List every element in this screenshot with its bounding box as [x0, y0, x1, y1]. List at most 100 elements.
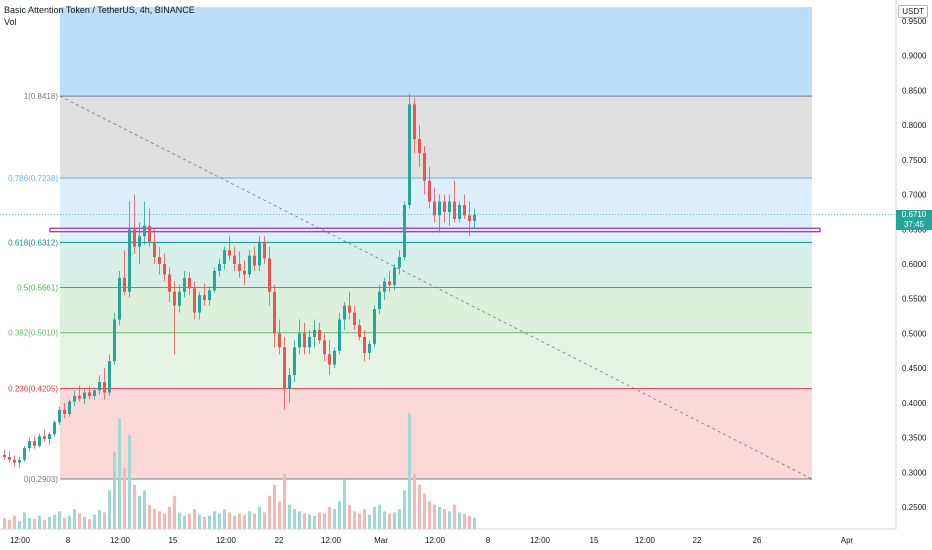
volume-bar	[178, 512, 181, 529]
candle-body	[463, 204, 466, 216]
candle-body	[223, 250, 226, 264]
candle-body	[93, 390, 96, 396]
volume-bar	[188, 513, 191, 529]
volume-bar	[153, 509, 156, 529]
price-axis-tick-label: 0.7000	[902, 191, 927, 200]
volume-bar	[28, 517, 31, 529]
candle-body	[343, 305, 346, 320]
volume-bar	[433, 504, 436, 529]
volume-bar	[198, 514, 201, 529]
volume-bar	[468, 515, 471, 529]
candle-body	[178, 291, 181, 306]
candle-body	[238, 264, 241, 271]
candle-body	[363, 336, 366, 353]
candle-body	[193, 288, 196, 313]
current-price-value: 0.6710	[901, 209, 927, 219]
volume-bar	[168, 506, 171, 529]
volume-bar	[473, 517, 476, 529]
time-axis-tick-label: 12:00	[216, 536, 237, 545]
volume-bar	[133, 484, 136, 529]
currency-badge[interactable]: USDT	[898, 5, 928, 18]
candle-body	[13, 459, 16, 463]
candle-body	[58, 409, 61, 423]
volume-bar	[308, 514, 311, 529]
volume-bar	[318, 512, 321, 529]
time-axis-tick-label: 12:00	[425, 536, 446, 545]
candle-body	[443, 201, 446, 212]
candle-body	[108, 361, 111, 393]
candle-body	[313, 329, 316, 337]
resistance-band[interactable]	[49, 227, 821, 233]
candle-body	[103, 382, 106, 393]
candle-body	[98, 382, 101, 391]
candle-body	[133, 229, 136, 247]
candle-body	[253, 255, 256, 266]
candle-body	[163, 264, 166, 275]
candle-body	[143, 225, 146, 237]
volume-bar	[418, 484, 421, 529]
candle-body	[303, 333, 306, 348]
volume-bar	[268, 495, 271, 529]
volume-bar	[18, 521, 21, 529]
time-axis-tick-label: 8	[66, 536, 71, 545]
fib-zone-6	[60, 388, 812, 480]
candle-body	[23, 447, 26, 460]
volume-bar	[403, 490, 406, 529]
candle-body	[458, 204, 461, 219]
candle-body	[378, 291, 381, 310]
current-price-tag: 0.6710 37:45	[896, 209, 932, 230]
volume-bar	[393, 512, 396, 529]
volume-bar	[358, 513, 361, 529]
volume-bar	[43, 520, 46, 529]
volume-bar	[148, 504, 151, 529]
volume-bar	[378, 504, 381, 529]
candle-body	[383, 281, 386, 292]
trendline[interactable]	[59, 95, 813, 480]
volume-bar	[263, 512, 266, 529]
candle-body	[123, 277, 126, 292]
candle-body	[128, 229, 131, 292]
time-axis-tick-label: 22	[693, 536, 702, 545]
time-axis-tick-label: 15	[590, 536, 599, 545]
time-axis-tick-label: 22	[275, 536, 284, 545]
candle-body	[278, 333, 281, 348]
fib-level-label: 0(0.2903)	[24, 475, 59, 484]
candle-body	[368, 343, 371, 353]
time-axis-tick-label: 12:00	[635, 536, 656, 545]
volume-bar	[398, 509, 401, 529]
candle-body	[168, 274, 171, 292]
volume-bar	[273, 484, 276, 529]
volume-bar	[118, 418, 121, 529]
candle-body	[38, 436, 41, 446]
fib-zone-3	[60, 242, 812, 288]
volume-bar	[363, 509, 366, 529]
price-axis-tick-label: 0.5000	[902, 329, 927, 338]
volume-bar	[3, 517, 6, 529]
volume-bar	[333, 509, 336, 529]
volume-bar	[33, 519, 36, 529]
candle-body	[158, 257, 161, 264]
volume-bar	[338, 501, 341, 529]
candle-body	[338, 319, 341, 351]
price-axis-bg	[896, 0, 932, 550]
time-axis-tick-label: Mar	[374, 536, 388, 545]
volume-bar	[448, 511, 451, 529]
candle-body	[358, 325, 361, 337]
candle-body	[203, 295, 206, 301]
candle-body	[413, 104, 416, 140]
candle-body	[393, 267, 396, 285]
volume-bar	[163, 513, 166, 529]
candle-body	[153, 241, 156, 258]
volume-bar	[258, 506, 261, 529]
candle-body	[173, 291, 176, 306]
candle-body	[288, 375, 291, 389]
time-axis-tick-label: 26	[753, 536, 762, 545]
volume-bar	[443, 509, 446, 529]
volume-bar	[283, 473, 286, 529]
candle-body	[328, 354, 331, 365]
volume-bar	[68, 515, 71, 529]
candle-body	[218, 264, 221, 271]
candle-body	[138, 236, 141, 247]
